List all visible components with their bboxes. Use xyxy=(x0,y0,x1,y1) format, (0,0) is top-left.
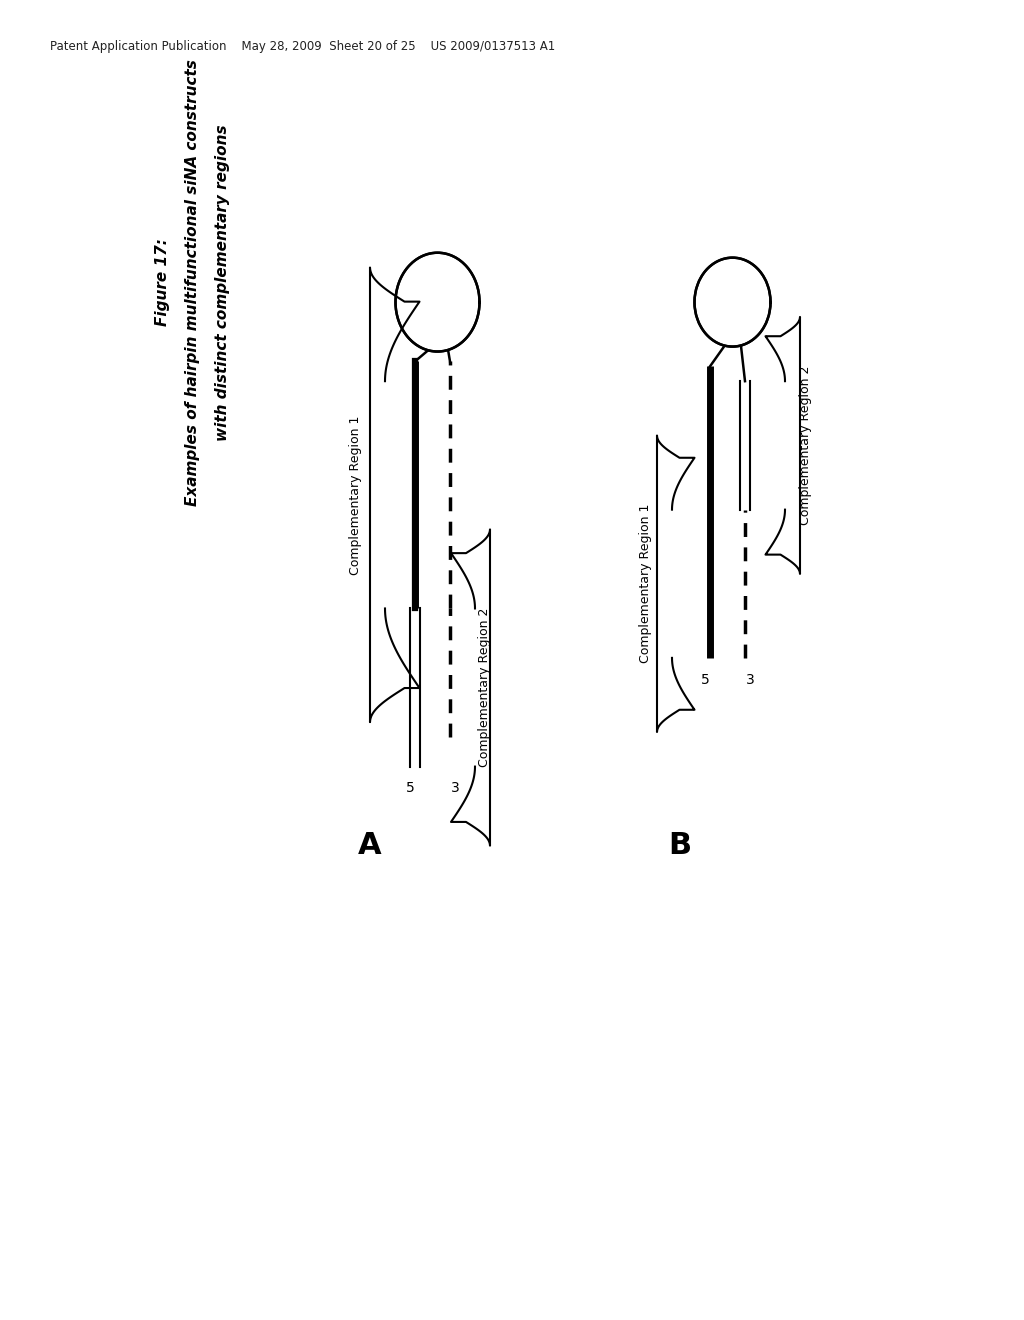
Text: Complementary Region 1: Complementary Region 1 xyxy=(348,416,361,574)
Text: 5: 5 xyxy=(406,781,415,796)
Text: A: A xyxy=(358,832,382,861)
Text: B: B xyxy=(669,832,691,861)
Text: 3: 3 xyxy=(451,781,460,796)
Text: Complementary Region 2: Complementary Region 2 xyxy=(478,607,492,767)
Text: 3: 3 xyxy=(745,673,755,686)
Ellipse shape xyxy=(694,257,770,347)
Text: Figure 17:: Figure 17: xyxy=(155,239,170,326)
Text: 5: 5 xyxy=(700,673,710,686)
Text: Patent Application Publication    May 28, 2009  Sheet 20 of 25    US 2009/013751: Patent Application Publication May 28, 2… xyxy=(50,40,555,53)
Text: Complementary Region 1: Complementary Region 1 xyxy=(639,504,651,664)
Text: Complementary Region 2: Complementary Region 2 xyxy=(799,366,811,525)
Text: Examples of hairpin multifunctional siNA constructs: Examples of hairpin multifunctional siNA… xyxy=(185,59,200,506)
Ellipse shape xyxy=(395,252,479,351)
Text: with distinct complementary regions: with distinct complementary regions xyxy=(215,124,230,441)
